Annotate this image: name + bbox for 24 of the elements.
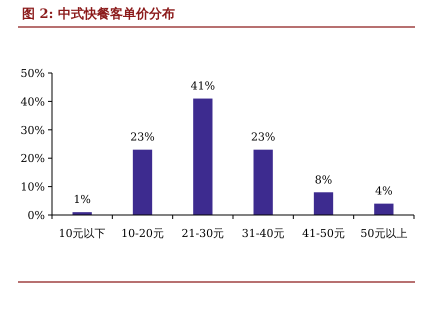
- y-tick-label: 20%: [20, 152, 45, 166]
- data-label: 8%: [314, 173, 332, 186]
- data-label: 23%: [130, 130, 155, 144]
- bar: [314, 192, 334, 215]
- x-tick-label: 41-50元: [302, 227, 345, 240]
- x-tick-label: 10元以下: [58, 227, 106, 240]
- y-tick-label: 50%: [20, 67, 45, 80]
- y-tick-label: 0%: [28, 209, 45, 222]
- x-tick-label: 21-30元: [181, 227, 224, 240]
- chart-title: 图 2: 中式快餐客单价分布: [22, 6, 175, 22]
- bar: [132, 150, 152, 215]
- y-tick-label: 40%: [20, 95, 45, 108]
- data-label: 1%: [73, 193, 91, 206]
- y-tick-label: 10%: [20, 180, 45, 194]
- data-label: 4%: [375, 184, 393, 198]
- bar: [374, 204, 394, 215]
- x-tick-label: 31-40元: [242, 227, 285, 240]
- x-tick-label: 50元以上: [360, 227, 408, 240]
- x-tick-label: 10-20元: [121, 227, 164, 240]
- data-label: 41%: [190, 80, 216, 93]
- data-label: 23%: [250, 130, 276, 144]
- bar: [254, 150, 273, 215]
- bar: [193, 98, 212, 215]
- y-tick-label: 30%: [20, 124, 45, 137]
